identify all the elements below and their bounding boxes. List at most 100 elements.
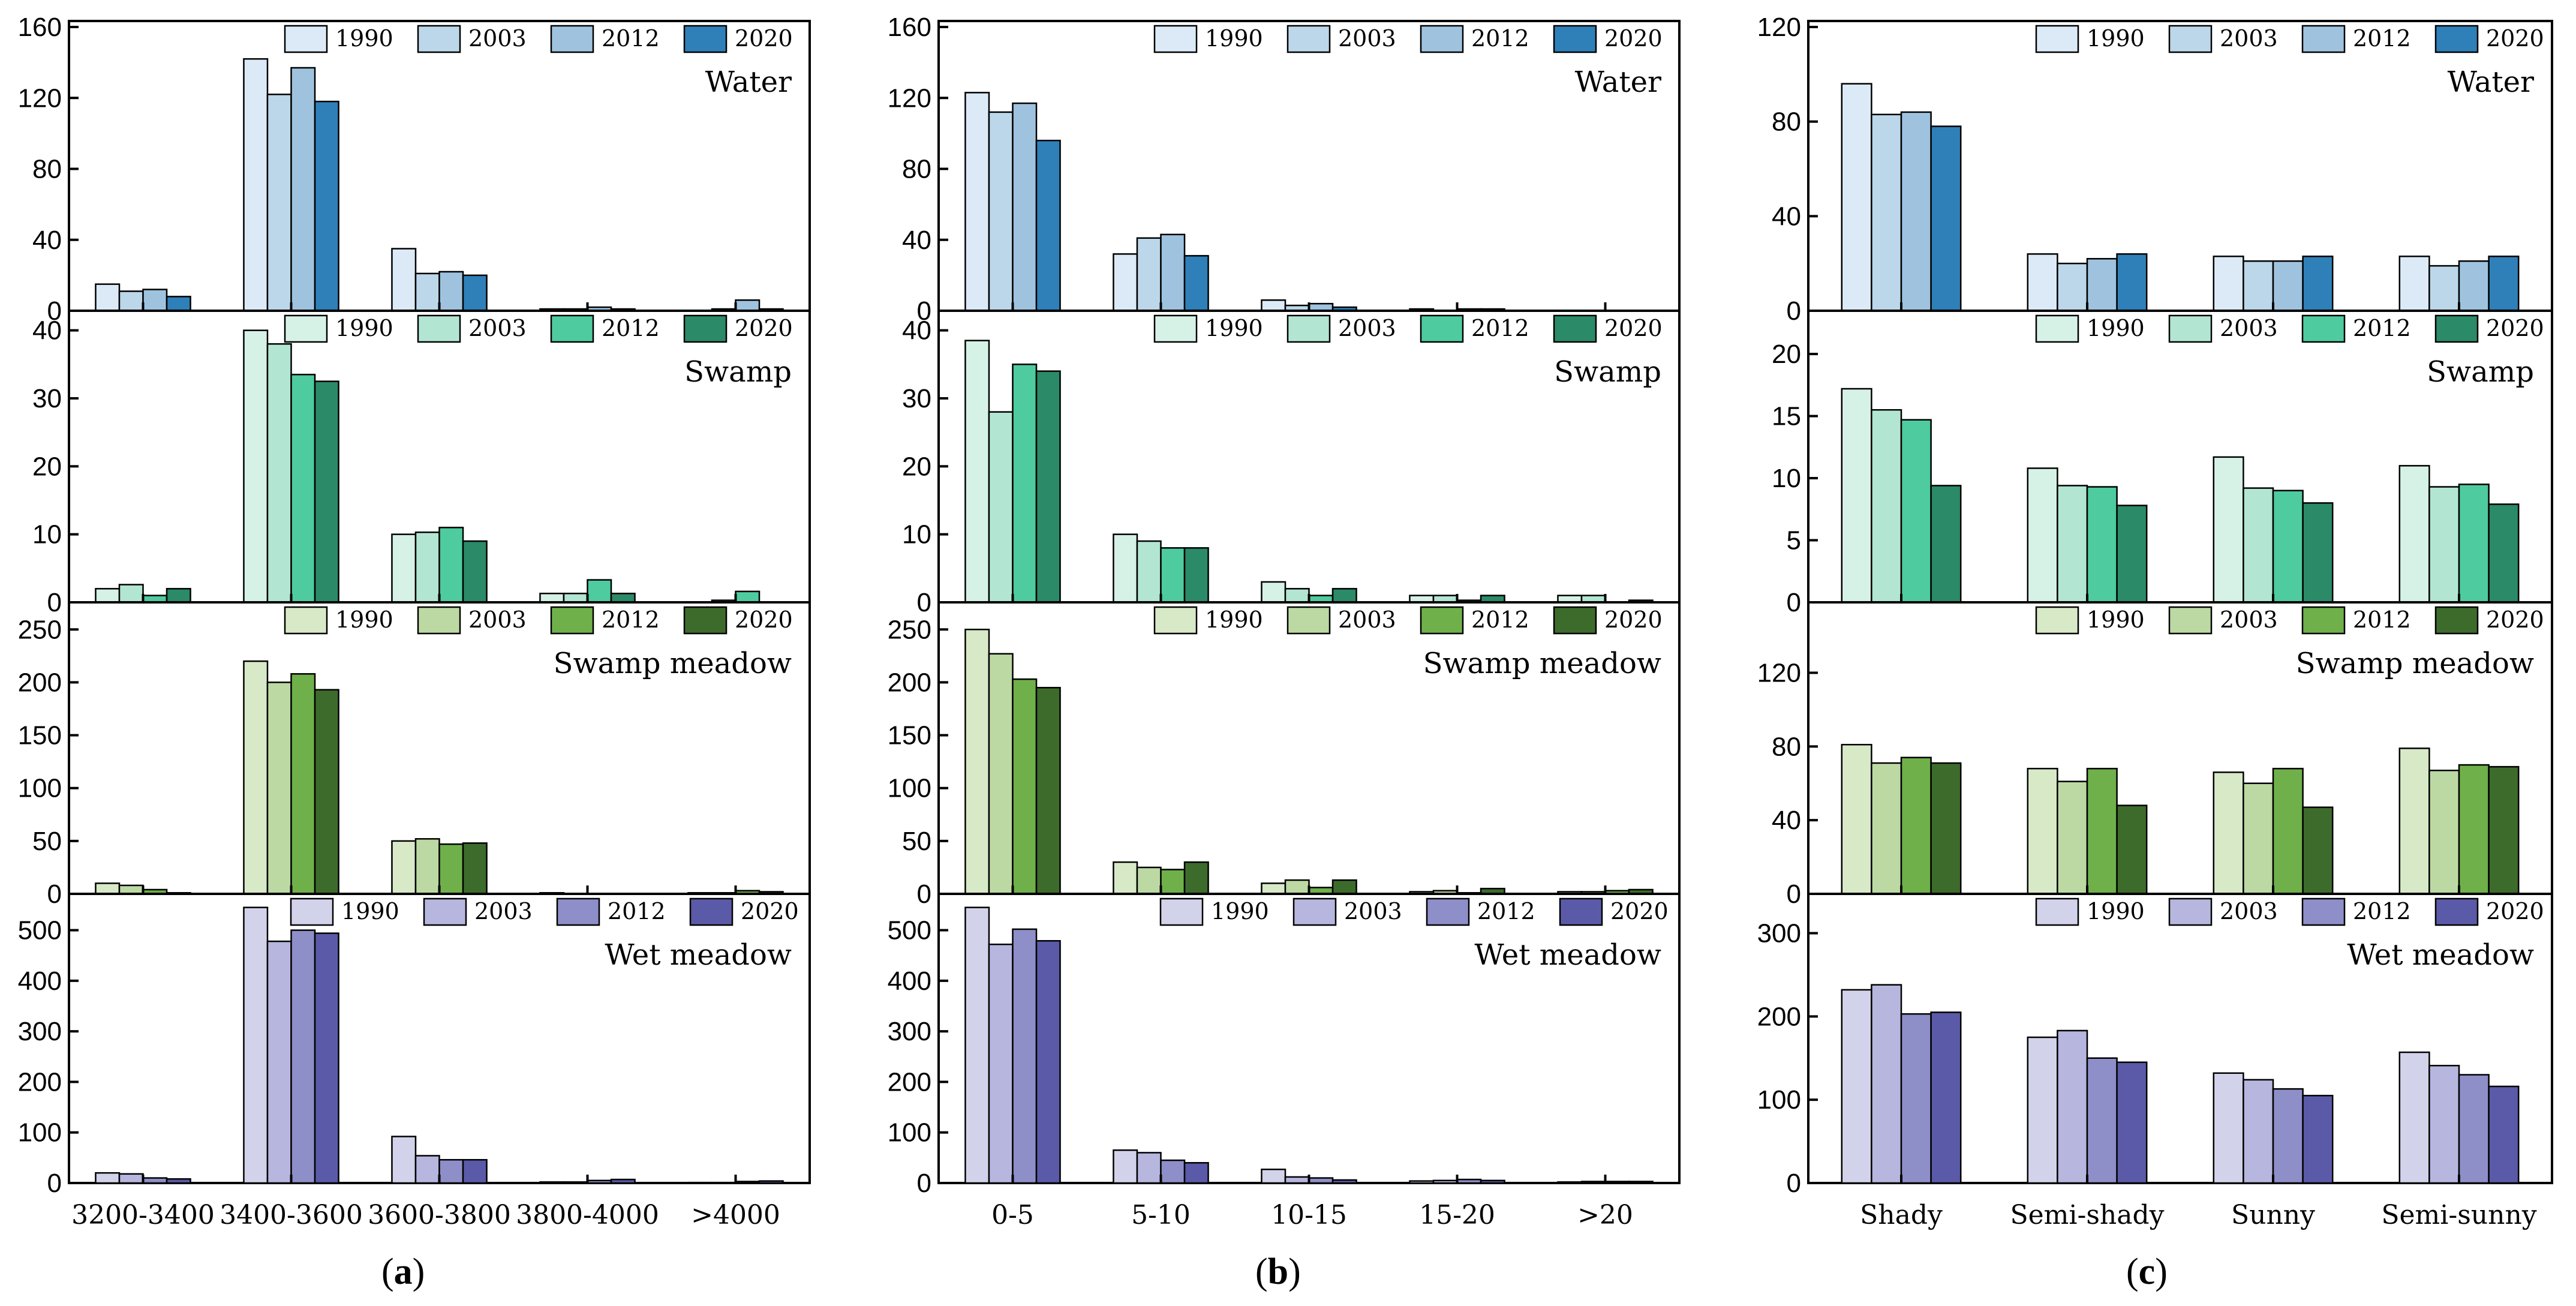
bar-2012-0-5 <box>1012 678 1038 895</box>
legend-swatch-2003 <box>1287 25 1331 53</box>
legend-swatch-2003 <box>417 25 461 53</box>
bar-2020-5-10 <box>1183 861 1209 895</box>
y-tick-label: 150 <box>18 721 62 750</box>
legend-label-2003: 2003 <box>2220 315 2278 341</box>
bar-2003-0-5 <box>988 111 1014 312</box>
legend-label-2020: 2020 <box>741 898 799 924</box>
bar-2020-3800-4000 <box>610 593 636 604</box>
x-tick-label: 3400-3600 <box>220 1200 363 1230</box>
y-tick-label: 0 <box>917 879 931 909</box>
legend-swatch-2012 <box>2301 25 2346 53</box>
legend-swatch-1990 <box>284 606 328 635</box>
bar-1990-15-20 <box>1409 1180 1435 1184</box>
bar-2003-10-15 <box>1284 1176 1310 1184</box>
bar-2003-5-10 <box>1136 540 1162 604</box>
bar-2003-sunny <box>2243 487 2274 604</box>
x-tick-label: Semi-sunny <box>2381 1200 2536 1230</box>
bar-2020-3600-3800 <box>462 540 488 604</box>
x-tick-label: 5-10 <box>1131 1200 1191 1230</box>
y-tick-label: 300 <box>1757 919 1801 948</box>
bar-2020-semi-shady <box>2116 253 2148 312</box>
bar-2012-sunny <box>2272 260 2304 312</box>
y-tick-label: 0 <box>1787 1169 1801 1198</box>
y-tick-label: 120 <box>888 83 931 113</box>
y-tick-label: 50 <box>902 827 931 856</box>
y-tick-label: 30 <box>902 384 931 413</box>
bar-2003-3600-3800 <box>414 838 440 895</box>
bar-2012-semi-sunny <box>2458 764 2490 895</box>
y-tick-label: 160 <box>18 13 62 42</box>
chart-b-swamp-meadow: 0 50 100 150 200 250 1990 2003 2012 2020 Swamp mea… <box>888 601 1681 909</box>
bar-2003-5-10 <box>1136 866 1162 895</box>
bar-2020-sunny <box>2302 502 2334 604</box>
legend-swatch-2003 <box>2168 314 2213 343</box>
y-tick-label: 250 <box>18 615 62 644</box>
bar-2012-sunny <box>2272 767 2304 895</box>
legend-swatch-1990 <box>284 25 328 53</box>
bar-1990-semi-sunny <box>2398 465 2430 604</box>
bar-1990-shady <box>1841 744 1872 895</box>
bar-1990-5-10 <box>1113 253 1138 312</box>
y-tick-label: 40 <box>32 226 62 255</box>
y-tick-label: 120 <box>1757 658 1801 687</box>
y-tick-label: 200 <box>18 668 62 697</box>
y-tick-label: 0 <box>47 1169 62 1198</box>
legend-swatch-2003 <box>2168 25 2213 53</box>
y-tick-label: 0 <box>47 879 62 909</box>
bar-1990-sunny <box>2213 256 2244 312</box>
bar-1990-3600-3800 <box>391 840 417 895</box>
legend-swatch-2012 <box>2301 897 2346 926</box>
bar-1990-semi-sunny <box>2398 1051 2430 1184</box>
bar-2020-10-15 <box>1331 1179 1357 1184</box>
y-tick-label: 40 <box>1772 806 1801 835</box>
legend-label-1990: 1990 <box>1205 315 1263 341</box>
y-tick-label: 200 <box>888 668 931 697</box>
bar-2012-semi-shady <box>2086 767 2118 895</box>
bar-2003-20 <box>1580 1181 1606 1184</box>
bar-1990-semi-shady <box>2027 1036 2058 1184</box>
bar-2012-3600-3800 <box>438 843 464 895</box>
y-tick-label: 500 <box>888 916 931 945</box>
panel-b-label: (b) <box>1255 1251 1301 1292</box>
bar-2003-3200-3400 <box>118 290 144 312</box>
bar-2003-semi-sunny <box>2428 265 2460 312</box>
legend-label-2012: 2012 <box>602 25 660 52</box>
bar-2012-10-15 <box>1308 1177 1334 1184</box>
bar-2020-3400-3600 <box>314 689 339 895</box>
y-tick-label: 10 <box>1772 464 1801 493</box>
bar-2012-5-10 <box>1160 547 1186 604</box>
bar-2012-3200-3400 <box>142 289 168 312</box>
bar-2020-3200-3400 <box>166 1178 191 1184</box>
y-tick-label: 500 <box>18 916 62 945</box>
legend-swatch-2020 <box>683 606 728 635</box>
chart-a-water: 0 40 80 120 160 1990 2003 2012 2020 Water <box>18 13 811 326</box>
y-tick-label: 0 <box>47 588 62 617</box>
bar-1990-5-10 <box>1113 861 1138 895</box>
legend-label-2020: 2020 <box>1604 25 1663 52</box>
x-tick-label: Semi-shady <box>2010 1200 2164 1230</box>
legend-label-1990: 1990 <box>2087 25 2145 52</box>
y-tick-label: 20 <box>902 452 931 481</box>
legend-label-2020: 2020 <box>735 25 793 52</box>
panel-title-water: Water <box>705 65 792 99</box>
chart-c-swamp-meadow: 0 40 80 120 1990 2003 2012 2020 Swamp meadow <box>1757 601 2553 909</box>
bar-2003-semi-shady <box>2057 1029 2088 1184</box>
bar-2020-sunny <box>2302 806 2334 895</box>
legend-swatch-2012 <box>1420 25 1464 53</box>
y-tick-label: 40 <box>32 316 62 346</box>
y-tick-label: 0 <box>917 588 931 617</box>
bar-2003-3200-3400 <box>118 884 144 895</box>
y-tick-label: 120 <box>1757 13 1801 42</box>
legend-swatch-2003 <box>417 606 461 635</box>
bar-2003-shady <box>1871 984 1902 1184</box>
bar-2020-3800-4000 <box>610 1178 636 1184</box>
legend-label-2012: 2012 <box>2353 25 2411 52</box>
y-tick-label: 0 <box>1787 879 1801 909</box>
panel-title-water: Water <box>1575 65 1661 99</box>
chart-c-water: 0 40 80 120 1990 2003 2012 2020 Water <box>1757 13 2553 326</box>
bar-2012-semi-sunny <box>2458 484 2490 604</box>
y-tick-label: 15 <box>1772 402 1801 431</box>
y-tick-label: 400 <box>18 966 62 996</box>
y-tick-label: 0 <box>1787 296 1801 326</box>
chart-b-wet-meadow: 0 100 200 300 400 500 0-5 5-10 10-15 15-20 >20 1990… <box>888 893 1681 1230</box>
